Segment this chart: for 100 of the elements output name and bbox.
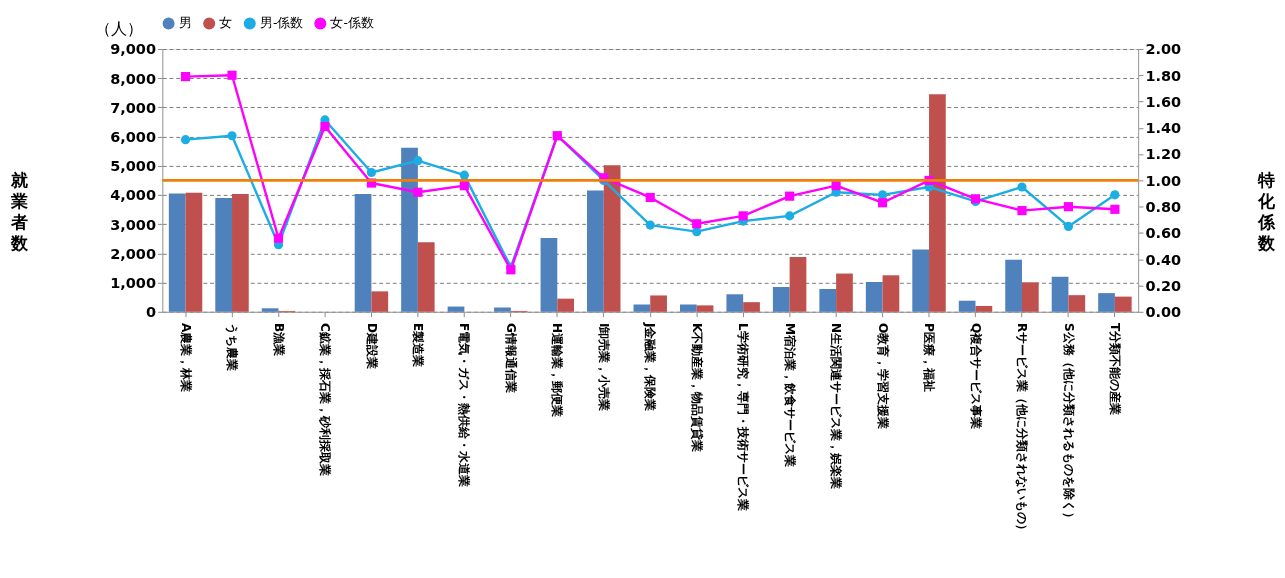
- bar: [743, 302, 760, 312]
- x-tick-label: G情報通信業: [503, 322, 518, 393]
- y2-tick-label: 0.20: [1145, 277, 1182, 294]
- bar: [417, 242, 435, 312]
- point: [227, 70, 237, 80]
- point: [413, 156, 423, 166]
- y2-axis-title: 特化係数: [1256, 169, 1276, 254]
- y-tick-label: 5,000: [110, 158, 157, 175]
- bar: [912, 249, 930, 312]
- y-tick-label: 9,000: [110, 41, 157, 58]
- bar: [1098, 293, 1115, 312]
- bar: [1051, 276, 1069, 312]
- point: [692, 219, 702, 229]
- x-tick-label: A農業，林業: [178, 322, 193, 393]
- x-tick-label: C鉱業，採石業，砂利採取業: [318, 322, 333, 476]
- legend-label: 女: [219, 15, 233, 31]
- point: [459, 170, 469, 180]
- bar: [772, 286, 790, 312]
- x-tick-label: D建設業: [364, 322, 379, 369]
- point: [180, 135, 191, 145]
- y2-tick-label: 0.40: [1145, 251, 1182, 268]
- bar: [696, 305, 714, 312]
- legend-label: 男: [178, 15, 192, 31]
- bar: [975, 305, 993, 312]
- bar: [371, 291, 389, 312]
- y-tick-label: 1,000: [110, 274, 157, 291]
- bar: [958, 300, 976, 312]
- point: [785, 191, 795, 201]
- point: [273, 233, 284, 243]
- x-tick-label: J金融業，保険業: [643, 321, 658, 412]
- point: [227, 131, 237, 141]
- x-tick-label: B漁業: [271, 322, 286, 357]
- y-tick-label: 7,000: [110, 99, 157, 116]
- point: [1110, 204, 1120, 214]
- point: [1017, 182, 1027, 192]
- x-tick-label: K不動産業，物品賃貸業: [689, 322, 704, 453]
- x-tick-label: M宿泊業，飲食サービス業: [782, 322, 797, 467]
- x-tick-label: F電気・ガス・熱供給・水道業: [457, 322, 472, 488]
- point: [645, 192, 655, 203]
- y-tick-label: 6,000: [110, 128, 157, 145]
- point: [1063, 221, 1074, 231]
- bar: [1021, 282, 1039, 312]
- y2-tick-label: 1.60: [1145, 93, 1182, 110]
- bar: [185, 192, 203, 312]
- x-tick-label: うち農業: [225, 322, 240, 371]
- bar: [354, 194, 372, 312]
- bar: [587, 190, 604, 312]
- point: [785, 211, 795, 221]
- bar: [865, 282, 883, 312]
- x-tick-label: I卸売業，小売業: [596, 322, 611, 412]
- point: [1017, 206, 1027, 216]
- y2-tick-label: 1.40: [1145, 120, 1182, 137]
- y2-tick-label: 0.00: [1145, 304, 1182, 321]
- bar: [633, 304, 651, 312]
- bar: [401, 147, 418, 312]
- legend-label: 男-係数: [259, 15, 304, 31]
- x-tick-label: P医療，福祉: [922, 322, 937, 392]
- x-tick-label: S公務（他に分類されるものを除く）: [1061, 322, 1076, 524]
- x-tick-label: Q複合サービス事業: [968, 322, 983, 430]
- point: [366, 167, 376, 178]
- y2-tick-label: 2.00: [1145, 41, 1182, 58]
- bar: [1114, 296, 1132, 312]
- bar: [447, 306, 465, 312]
- point: [320, 121, 330, 132]
- x-tick-label: N生活関連サービス業，娯楽業: [829, 322, 844, 490]
- x-tick-label: T分類不能の産業: [1108, 322, 1123, 416]
- bar: [650, 295, 667, 312]
- bar: [1005, 259, 1022, 312]
- point: [877, 198, 888, 208]
- bar: [929, 94, 946, 312]
- bar: [168, 193, 186, 312]
- x-tick-label: O教育，学習支援業: [875, 322, 890, 430]
- x-tick-label: H運輸業，郵便業: [550, 322, 565, 418]
- y2-tick-label: 0.80: [1145, 198, 1182, 215]
- y-tick-label: 2,000: [110, 245, 157, 262]
- y-tick-label: 0: [145, 304, 157, 321]
- bar: [789, 256, 807, 312]
- bar: [836, 273, 853, 312]
- bar: [882, 275, 900, 312]
- text: （人）: [94, 18, 143, 38]
- point: [180, 72, 191, 82]
- bar: [494, 307, 511, 312]
- x-tick-label: Rサービス業（他に分類されないもの）: [1015, 322, 1030, 537]
- y-tick-label: 4,000: [110, 187, 157, 204]
- y-axis-title: 就業者数: [9, 169, 29, 254]
- bar: [232, 194, 249, 312]
- bar: [557, 298, 575, 312]
- legend-label: 女-係数: [330, 15, 374, 31]
- point: [645, 220, 655, 230]
- bar: [679, 304, 697, 312]
- point: [1110, 190, 1120, 200]
- bar: [1068, 295, 1086, 312]
- x-tick-label: E製造業: [411, 322, 426, 368]
- y2-tick-label: 1.80: [1145, 67, 1182, 84]
- point: [692, 227, 702, 237]
- y-tick-label: 3,000: [110, 216, 157, 233]
- y2-tick-label: 1.20: [1145, 146, 1182, 163]
- y-tick-label: 8,000: [110, 70, 157, 87]
- bar: [215, 197, 233, 312]
- bar: [603, 165, 621, 312]
